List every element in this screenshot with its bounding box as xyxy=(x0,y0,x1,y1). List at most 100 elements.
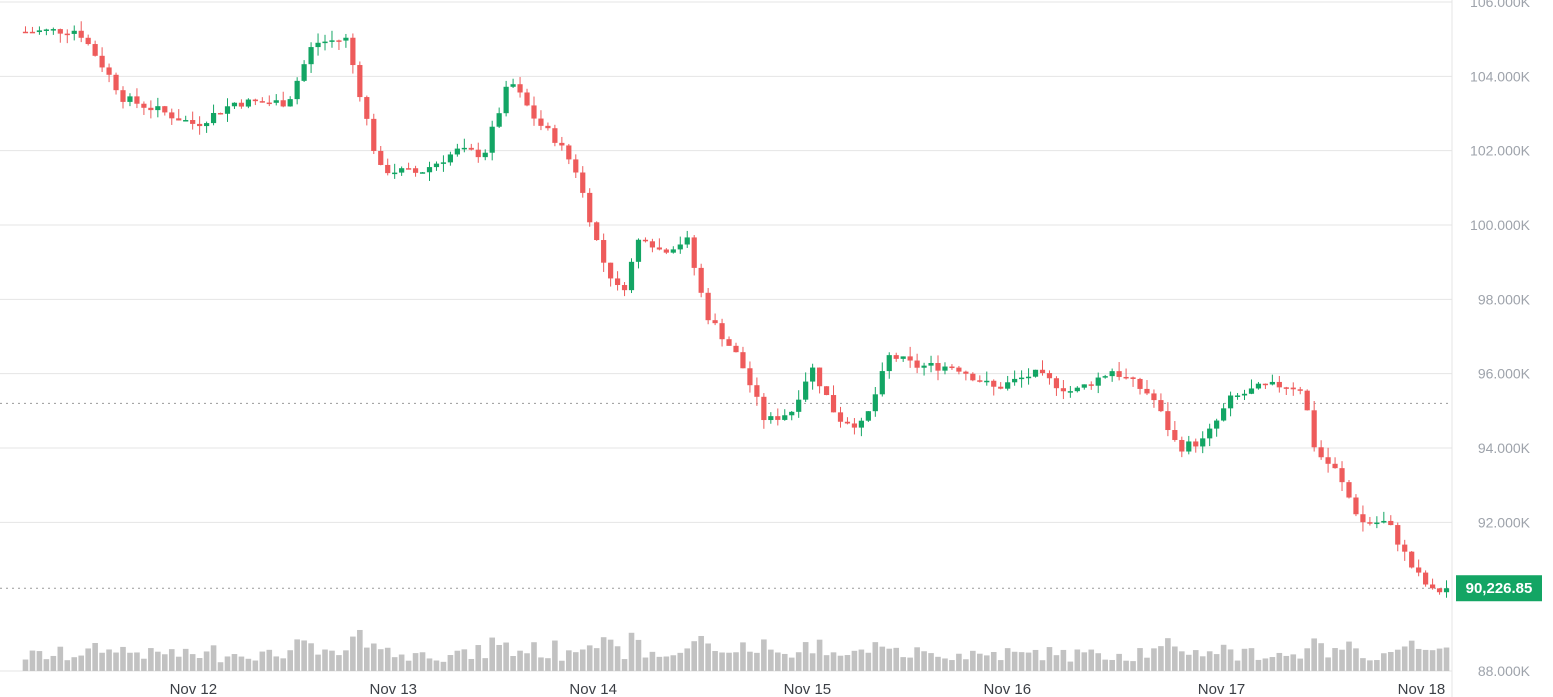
volume-bar xyxy=(816,639,823,671)
candle-body xyxy=(1039,369,1046,374)
volume-bar xyxy=(1025,652,1032,671)
candle-body xyxy=(245,99,251,107)
candle-body xyxy=(1262,383,1269,386)
volume-bar xyxy=(127,652,133,671)
candle-body xyxy=(1255,383,1262,389)
candle-body xyxy=(329,40,335,42)
volume-bar xyxy=(649,651,656,671)
candle-body xyxy=(71,30,77,34)
last-price-marker: 90,226.85 xyxy=(1456,575,1542,602)
volume-bar xyxy=(1269,657,1276,671)
candle-body xyxy=(879,371,885,395)
candle-body xyxy=(608,262,614,279)
volume-bar xyxy=(106,649,112,671)
volume-bar xyxy=(1346,641,1352,671)
volume-bar xyxy=(315,654,321,671)
x-tick-label: Nov 13 xyxy=(370,681,418,697)
volume-bar xyxy=(677,652,684,671)
volume-bar xyxy=(454,650,461,671)
candle-body xyxy=(614,278,621,286)
candle-body xyxy=(454,148,460,155)
volume-bar xyxy=(851,650,858,671)
candle-body xyxy=(789,411,795,416)
candle-body xyxy=(628,261,635,291)
volume-bar xyxy=(579,649,586,671)
candle-body xyxy=(1311,410,1317,448)
candle-body xyxy=(43,29,49,31)
candle-body xyxy=(796,399,802,412)
volume-bar xyxy=(57,646,64,671)
volume-bar xyxy=(754,652,760,671)
volume-bar xyxy=(1067,661,1074,671)
candle-body xyxy=(677,244,683,250)
volume-bar xyxy=(482,658,489,671)
volume-bar xyxy=(280,658,287,671)
candle-body xyxy=(343,37,349,41)
candle-body xyxy=(1374,522,1380,525)
candle-body xyxy=(810,367,816,382)
candle-body xyxy=(921,365,927,368)
candle-body xyxy=(1353,497,1359,515)
candle-body xyxy=(1081,384,1087,388)
volume-bar xyxy=(983,655,990,671)
volume-bar xyxy=(977,653,983,671)
volume-bar xyxy=(566,650,572,671)
candle-body xyxy=(426,167,433,173)
volume-bar xyxy=(844,655,851,671)
candle-body xyxy=(280,100,286,107)
volume-bar xyxy=(92,642,98,671)
candle-body xyxy=(1241,393,1248,396)
volume-bar xyxy=(1227,649,1234,671)
volume-bar xyxy=(600,637,607,671)
candle-body xyxy=(315,42,321,48)
candle-body xyxy=(1443,588,1450,593)
candle-body xyxy=(64,33,70,36)
volume-bar xyxy=(1137,648,1143,671)
candle-body xyxy=(977,380,983,382)
candle-body xyxy=(698,267,704,293)
volume-bar xyxy=(914,647,920,671)
volume-bar xyxy=(740,642,746,671)
volume-bar xyxy=(1283,655,1290,671)
volume-bar xyxy=(1255,659,1262,671)
volume-bar xyxy=(1408,640,1415,671)
x-tick-label: Nov 12 xyxy=(170,681,218,697)
volume-bar xyxy=(1311,638,1317,671)
volume-bar xyxy=(1387,652,1394,671)
candle-body xyxy=(259,101,265,103)
x-axis-ticks: Nov 12 Nov 13 Nov 14 Nov 15 Nov 16 Nov 17 Nov … xyxy=(170,681,1446,697)
volume-bar xyxy=(747,651,753,671)
candle-body xyxy=(203,123,210,127)
volume-bar xyxy=(113,652,119,671)
candle-body xyxy=(1130,377,1136,379)
volume-bar xyxy=(1165,638,1171,671)
candle-body xyxy=(747,368,753,386)
candle-body xyxy=(273,100,279,103)
candle-body xyxy=(1346,482,1352,498)
volume-bar xyxy=(1199,656,1206,671)
volume-bar xyxy=(468,658,475,671)
candle-body xyxy=(78,30,84,38)
volume-bar xyxy=(231,654,238,671)
candle-body xyxy=(322,41,328,44)
candle-body xyxy=(1283,387,1289,389)
volume-bar xyxy=(593,648,600,671)
volume-bar xyxy=(273,656,280,671)
candle-body xyxy=(566,145,572,160)
candle-body xyxy=(1269,381,1275,385)
candle-body xyxy=(1318,447,1324,458)
volume-bar xyxy=(1095,653,1102,671)
volume-bar xyxy=(586,645,593,671)
volume-bar xyxy=(1367,660,1373,671)
volume-bar xyxy=(1220,644,1227,671)
volume-bar xyxy=(510,655,516,671)
volume-bar xyxy=(426,658,433,671)
candle-body xyxy=(984,380,990,383)
candle-body xyxy=(1074,387,1080,392)
candle-body xyxy=(1297,389,1303,391)
candle-body xyxy=(1248,388,1255,394)
volume-bar xyxy=(628,632,635,671)
volume-bar xyxy=(1130,661,1136,671)
volume-bar xyxy=(168,649,175,671)
volume-bar xyxy=(1192,650,1199,671)
